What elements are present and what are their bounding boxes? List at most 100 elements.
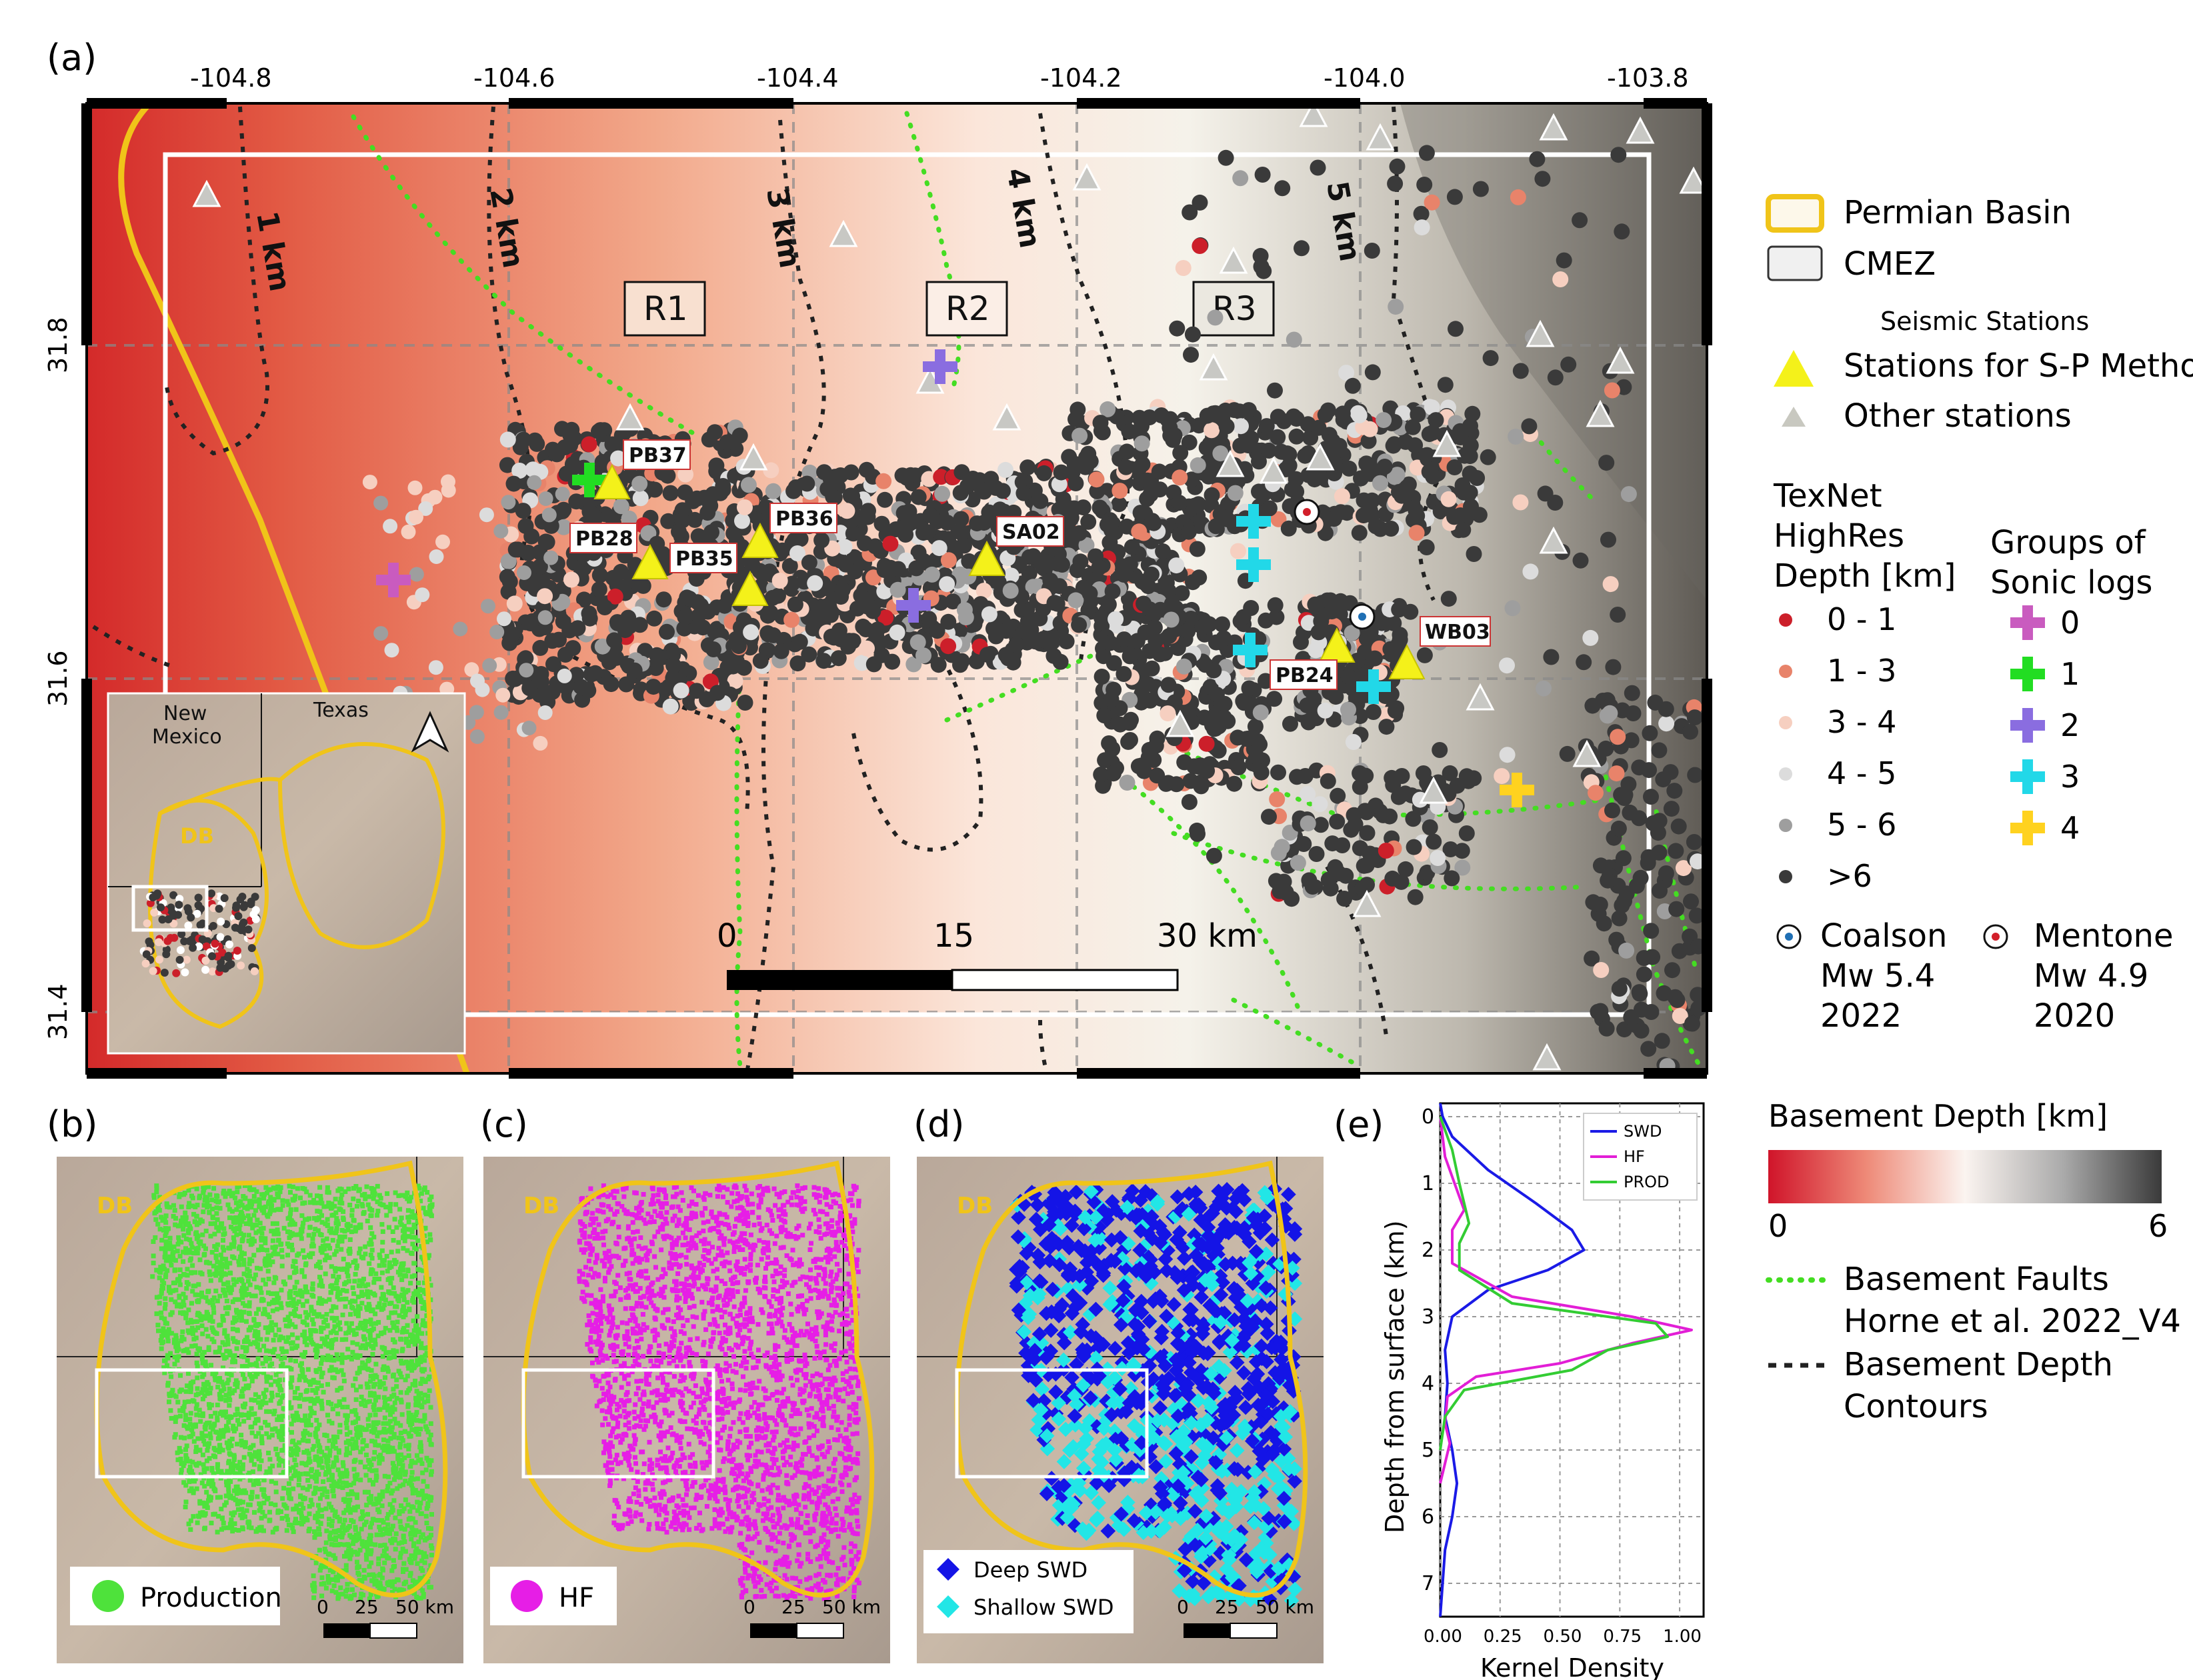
- well-point: [308, 1497, 313, 1503]
- lon-tick-104.6: -104.6: [473, 63, 555, 93]
- earthquake-dot: [1480, 449, 1496, 465]
- earthquake-dot: [781, 558, 798, 574]
- earthquake-dot: [708, 457, 725, 474]
- well-point: [333, 1556, 338, 1561]
- well-point: [155, 1221, 161, 1227]
- earthquake-dot: [703, 524, 719, 541]
- well-point: [204, 1309, 209, 1315]
- earthquake-dot: [1394, 768, 1410, 784]
- well-point: [351, 1519, 356, 1525]
- earthquake-dot: [1096, 707, 1113, 724]
- well-point: [295, 1447, 301, 1453]
- earthquake-dot: [1623, 1009, 1640, 1025]
- well-point: [410, 1235, 415, 1240]
- earthquake-dot: [1387, 175, 1404, 192]
- sonic-group-label: 2: [2060, 707, 2080, 743]
- earthquake-dot: [1102, 635, 1119, 651]
- earthquake-dot: [973, 481, 990, 498]
- well-point: [420, 1588, 425, 1593]
- earthquake-dot: [533, 735, 548, 751]
- earthquake-dot: [1254, 167, 1271, 183]
- earthquake-dot: [1071, 427, 1088, 444]
- legend-texnet-title-3: Depth [km]: [1774, 557, 1956, 595]
- well-point: [372, 1450, 377, 1455]
- well-point: [183, 1210, 188, 1215]
- earthquake-dot: [1180, 523, 1197, 540]
- earthquake-dot: [1663, 801, 1680, 817]
- earthquake-dot: [1080, 513, 1097, 530]
- well-point: [252, 1510, 257, 1515]
- earthquake-dot: [1308, 846, 1325, 862]
- region-labels: R1 R2 R3: [623, 281, 1275, 337]
- well-point: [367, 1399, 372, 1404]
- earthquake-dot: [481, 599, 495, 614]
- earthquake-dot: [671, 523, 687, 540]
- inset-earthquake-dot: [250, 967, 259, 975]
- earthquake-dot: [1120, 733, 1137, 750]
- well-point: [188, 1518, 193, 1523]
- earthquake-dot: [1189, 541, 1206, 557]
- earthquake-dot: [1534, 171, 1551, 187]
- well-point: [383, 1386, 388, 1391]
- earthquake-dot: [384, 643, 399, 658]
- earthquake-dot: [517, 518, 534, 535]
- well-point: [321, 1204, 327, 1209]
- earthquake-dot: [1032, 493, 1049, 509]
- well-point: [369, 1541, 374, 1547]
- earthquake-dot: [1366, 650, 1383, 667]
- earthquake-dot: [1683, 893, 1699, 910]
- earthquake-dot: [1419, 447, 1436, 463]
- depth-class-label: 4 - 5: [1827, 755, 1896, 791]
- earthquake-dot: [1051, 476, 1067, 493]
- well-point: [162, 1316, 167, 1321]
- earthquake-dot: [501, 627, 518, 643]
- well-point: [307, 1527, 312, 1531]
- well-point: [169, 1374, 174, 1379]
- earthquake-dot: [1378, 843, 1394, 859]
- well-point: [319, 1406, 325, 1411]
- inset-earthquake-dot: [216, 933, 225, 941]
- inset-earthquake-dot: [231, 923, 239, 932]
- well-point: [339, 1337, 345, 1342]
- inset-label-mexico: Mexico: [152, 725, 222, 749]
- earthquake-dot: [499, 569, 515, 585]
- earthquake-dot: [822, 470, 839, 487]
- inset-earthquake-dot: [149, 893, 157, 902]
- map-a-deep-basement-shading: [1400, 103, 1707, 600]
- well-point: [195, 1386, 200, 1391]
- well-point: [306, 1451, 311, 1456]
- earthquake-dot: [1091, 499, 1108, 516]
- earthquake-dot: [1636, 966, 1652, 983]
- well-point: [297, 1403, 303, 1409]
- well-point: [382, 1560, 387, 1565]
- well-point: [299, 1515, 304, 1521]
- earthquake-dot: [1284, 481, 1300, 497]
- well-point: [209, 1467, 215, 1473]
- earthquake-dot: [1270, 429, 1286, 445]
- earthquake-dot: [1324, 433, 1341, 449]
- earthquake-dot: [1618, 942, 1635, 959]
- earthquake-dot: [1662, 764, 1679, 781]
- well-point: [164, 1202, 169, 1207]
- earthquake-dot: [631, 617, 648, 633]
- earthquake-dot: [799, 475, 815, 492]
- earthquake-dot: [1071, 525, 1087, 541]
- earthquake-dot: [930, 657, 947, 673]
- well-point: [189, 1301, 194, 1306]
- well-point: [367, 1207, 373, 1212]
- earthquake-dot: [1279, 445, 1296, 462]
- earthquake-dot: [1181, 794, 1198, 810]
- earthquake-dot: [1365, 704, 1382, 720]
- well-point: [232, 1353, 237, 1358]
- earthquake-dot: [640, 525, 657, 541]
- well-point: [305, 1289, 310, 1295]
- earthquake-dot: [1374, 615, 1390, 631]
- earthquake-dot: [1121, 423, 1138, 440]
- earthquake-dot: [865, 656, 882, 673]
- well-point: [215, 1529, 220, 1535]
- earthquake-dot: [1200, 468, 1217, 485]
- well-point: [183, 1246, 188, 1251]
- inset-label-new-mexico: New: [163, 702, 207, 725]
- earthquake-dot: [470, 673, 485, 689]
- earthquake-dot: [1091, 559, 1108, 576]
